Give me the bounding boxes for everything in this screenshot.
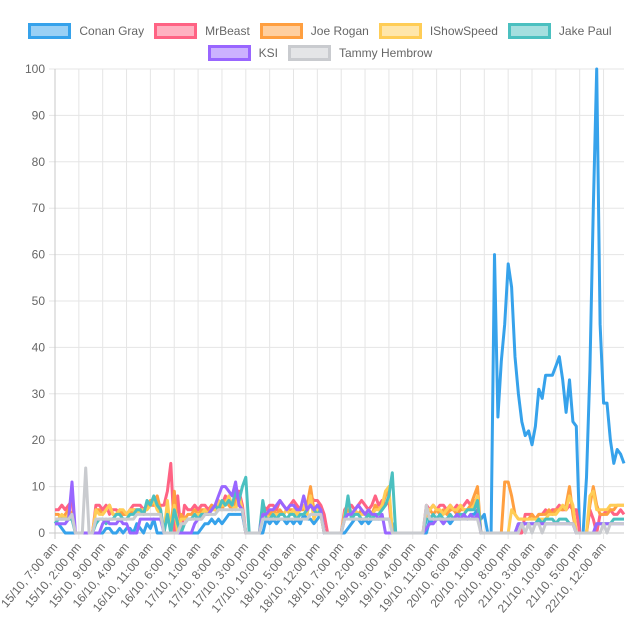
y-tick-label: 70 xyxy=(32,201,46,215)
y-tick-label: 80 xyxy=(32,155,46,169)
y-tick-label: 60 xyxy=(32,248,46,262)
legend-row: KSI Tammy Hembrow xyxy=(0,42,640,64)
y-tick-label: 90 xyxy=(32,108,46,122)
legend-swatch xyxy=(259,23,303,39)
legend-item-ksi[interactable]: KSI xyxy=(207,45,278,61)
legend-item-ishowspeed[interactable]: IShowSpeed xyxy=(378,23,498,39)
legend-item-jake-paul[interactable]: Jake Paul xyxy=(507,23,612,39)
legend-swatch xyxy=(507,23,551,39)
y-tick-label: 0 xyxy=(38,526,45,540)
legend-label: Conan Gray xyxy=(79,24,145,38)
legend-item-conan-gray[interactable]: Conan Gray xyxy=(28,23,144,39)
legend-item-mrbeast[interactable]: MrBeast xyxy=(154,23,250,39)
y-tick-label: 40 xyxy=(32,340,46,354)
legend-swatch xyxy=(28,23,72,39)
legend-swatch xyxy=(287,45,331,61)
legend-label: KSI xyxy=(258,46,278,60)
legend-swatch xyxy=(154,23,198,39)
legend-label: MrBeast xyxy=(205,24,250,38)
y-tick-label: 50 xyxy=(32,294,46,308)
y-tick-label: 30 xyxy=(32,387,46,401)
y-tick-label: 10 xyxy=(32,480,46,494)
legend-item-tammy-hembrow[interactable]: Tammy Hembrow xyxy=(287,45,433,61)
legend-row: Conan Gray MrBeast Joe Rogan IShowSpeed Jake… xyxy=(0,20,640,42)
legend-item-joe-rogan[interactable]: Joe Rogan xyxy=(259,23,369,39)
legend-label: Joe Rogan xyxy=(310,24,369,38)
legend-label: Jake Paul xyxy=(558,24,612,38)
y-tick-label: 20 xyxy=(32,433,46,447)
legend-swatch xyxy=(207,45,251,61)
legend-label: Tammy Hembrow xyxy=(338,46,433,60)
chart-legend: Conan Gray MrBeast Joe Rogan IShowSpeed Jake… xyxy=(0,20,640,64)
legend-label: IShowSpeed xyxy=(429,24,498,38)
legend-swatch xyxy=(378,23,422,39)
y-tick-label: 100 xyxy=(25,62,45,76)
series-line-tammy-hembrow xyxy=(55,466,624,535)
